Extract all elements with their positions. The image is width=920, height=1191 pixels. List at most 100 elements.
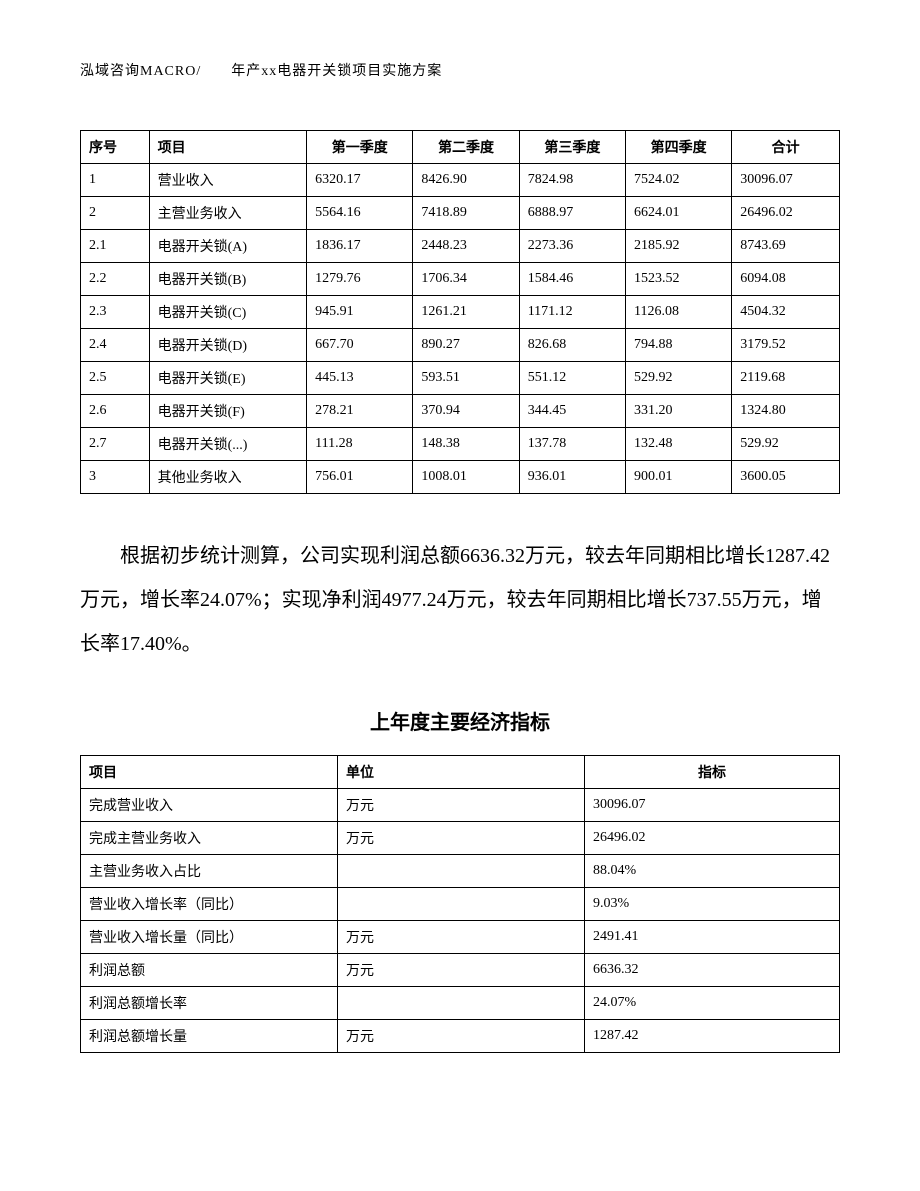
- table-row: 2.5电器开关锁(E)445.13593.51551.12529.922119.…: [81, 362, 840, 395]
- table-row: 完成营业收入万元30096.07: [81, 789, 840, 822]
- table-row: 营业收入增长量（同比）万元2491.41: [81, 921, 840, 954]
- table2-title: 上年度主要经济指标: [80, 706, 840, 735]
- table-cell: 900.01: [625, 461, 731, 494]
- table-cell: 营业收入增长量（同比）: [81, 921, 338, 954]
- table-cell: 936.01: [519, 461, 625, 494]
- table-cell: 26496.02: [732, 197, 840, 230]
- table-cell: 万元: [338, 921, 585, 954]
- table-header-row: 序号 项目 第一季度 第二季度 第三季度 第四季度 合计: [81, 131, 840, 164]
- table-cell: 132.48: [625, 428, 731, 461]
- table-row: 利润总额增长率 24.07%: [81, 987, 840, 1020]
- table-cell: 6624.01: [625, 197, 731, 230]
- table-cell: 756.01: [307, 461, 413, 494]
- table-row: 2.4电器开关锁(D)667.70890.27826.68794.883179.…: [81, 329, 840, 362]
- table-cell: [338, 855, 585, 888]
- table-cell: 8743.69: [732, 230, 840, 263]
- col-item: 项目: [149, 131, 307, 164]
- table-row: 2.2电器开关锁(B)1279.761706.341584.461523.526…: [81, 263, 840, 296]
- table-cell: [338, 987, 585, 1020]
- table-row: 2.6电器开关锁(F)278.21370.94344.45331.201324.…: [81, 395, 840, 428]
- table-row: 2.7电器开关锁(...)111.28148.38137.78132.48529…: [81, 428, 840, 461]
- table-cell: 1126.08: [625, 296, 731, 329]
- table-cell: 826.68: [519, 329, 625, 362]
- table-cell: 1: [81, 164, 150, 197]
- table-cell: 3600.05: [732, 461, 840, 494]
- table-cell: 529.92: [625, 362, 731, 395]
- table-cell: 2119.68: [732, 362, 840, 395]
- quarterly-table-body: 1营业收入6320.178426.907824.987524.0230096.0…: [81, 164, 840, 494]
- table-cell: 945.91: [307, 296, 413, 329]
- quarterly-table: 序号 项目 第一季度 第二季度 第三季度 第四季度 合计 1营业收入6320.1…: [80, 130, 840, 494]
- table-cell: 6636.32: [585, 954, 840, 987]
- table-cell: 万元: [338, 954, 585, 987]
- table-cell: 利润总额增长率: [81, 987, 338, 1020]
- table-row: 2主营业务收入5564.167418.896888.976624.0126496…: [81, 197, 840, 230]
- col-item: 项目: [81, 756, 338, 789]
- col-q3: 第三季度: [519, 131, 625, 164]
- table-cell: 890.27: [413, 329, 519, 362]
- table-cell: 电器开关锁(B): [149, 263, 307, 296]
- table-cell: 万元: [338, 1020, 585, 1053]
- table-cell: 794.88: [625, 329, 731, 362]
- table-cell: 完成主营业务收入: [81, 822, 338, 855]
- table-cell: 1836.17: [307, 230, 413, 263]
- table-cell: 2273.36: [519, 230, 625, 263]
- table-cell: 1523.52: [625, 263, 731, 296]
- table-row: 营业收入增长率（同比） 9.03%: [81, 888, 840, 921]
- table-cell: 30096.07: [732, 164, 840, 197]
- table-cell: 2.7: [81, 428, 150, 461]
- page-header: 泓域咨询MACRO/ 年产xx电器开关锁项目实施方案: [80, 60, 840, 80]
- table-row: 3其他业务收入756.011008.01936.01900.013600.05: [81, 461, 840, 494]
- table-cell: 利润总额增长量: [81, 1020, 338, 1053]
- table-cell: 6888.97: [519, 197, 625, 230]
- col-seq: 序号: [81, 131, 150, 164]
- table-cell: 6320.17: [307, 164, 413, 197]
- table-cell: 电器开关锁(D): [149, 329, 307, 362]
- table-cell: 30096.07: [585, 789, 840, 822]
- table-cell: 3179.52: [732, 329, 840, 362]
- table-cell: 331.20: [625, 395, 731, 428]
- table-cell: 1584.46: [519, 263, 625, 296]
- table-cell: 1279.76: [307, 263, 413, 296]
- table-cell: 7524.02: [625, 164, 731, 197]
- table-header-row: 项目 单位 指标: [81, 756, 840, 789]
- table-cell: 9.03%: [585, 888, 840, 921]
- table-cell: 1287.42: [585, 1020, 840, 1053]
- table-cell: 2448.23: [413, 230, 519, 263]
- table-cell: 2.6: [81, 395, 150, 428]
- table-cell: 137.78: [519, 428, 625, 461]
- table-cell: 667.70: [307, 329, 413, 362]
- table-cell: 7824.98: [519, 164, 625, 197]
- table-cell: 电器开关锁(...): [149, 428, 307, 461]
- col-total: 合计: [732, 131, 840, 164]
- table-cell: 电器开关锁(C): [149, 296, 307, 329]
- table-cell: 营业收入: [149, 164, 307, 197]
- table-cell: 2: [81, 197, 150, 230]
- table-cell: 1171.12: [519, 296, 625, 329]
- col-q1: 第一季度: [307, 131, 413, 164]
- table-cell: 利润总额: [81, 954, 338, 987]
- table-cell: 529.92: [732, 428, 840, 461]
- table-cell: 278.21: [307, 395, 413, 428]
- table-cell: 万元: [338, 822, 585, 855]
- table-cell: 主营业务收入: [149, 197, 307, 230]
- table-cell: 2.1: [81, 230, 150, 263]
- indicator-table-body: 完成营业收入万元30096.07完成主营业务收入万元26496.02主营业务收入…: [81, 789, 840, 1053]
- table-cell: 电器开关锁(F): [149, 395, 307, 428]
- page: 泓域咨询MACRO/ 年产xx电器开关锁项目实施方案 序号 项目 第一季度 第二…: [0, 0, 920, 1191]
- table-cell: 营业收入增长率（同比）: [81, 888, 338, 921]
- table-cell: 24.07%: [585, 987, 840, 1020]
- table-cell: 2491.41: [585, 921, 840, 954]
- table-cell: 1324.80: [732, 395, 840, 428]
- table-cell: 6094.08: [732, 263, 840, 296]
- table-cell: 111.28: [307, 428, 413, 461]
- table-cell: 2.5: [81, 362, 150, 395]
- col-value: 指标: [585, 756, 840, 789]
- table-cell: 主营业务收入占比: [81, 855, 338, 888]
- col-q2: 第二季度: [413, 131, 519, 164]
- table-cell: 370.94: [413, 395, 519, 428]
- table-cell: 1706.34: [413, 263, 519, 296]
- table-row: 利润总额万元6636.32: [81, 954, 840, 987]
- table-cell: 4504.32: [732, 296, 840, 329]
- table-cell: 26496.02: [585, 822, 840, 855]
